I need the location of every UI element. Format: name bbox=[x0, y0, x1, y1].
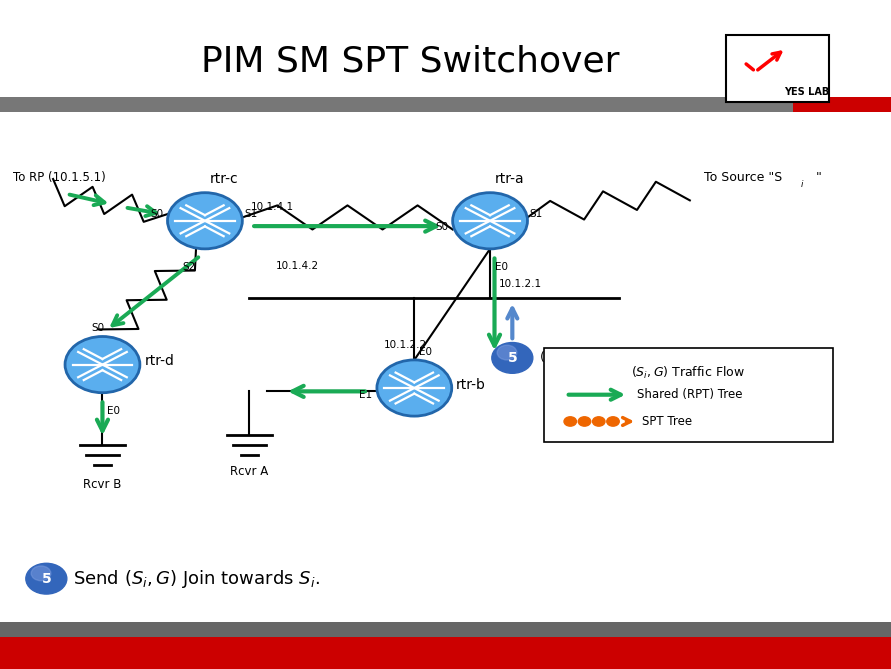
Text: 5: 5 bbox=[42, 572, 51, 585]
Circle shape bbox=[564, 417, 576, 426]
Text: 5: 5 bbox=[508, 351, 517, 365]
Text: YES LAB: YES LAB bbox=[784, 87, 829, 96]
Text: Send $(S_i,G)$ Join towards $S_i$.: Send $(S_i,G)$ Join towards $S_i$. bbox=[73, 568, 320, 589]
Text: 10.1.2.2: 10.1.2.2 bbox=[384, 340, 427, 350]
Text: E0: E0 bbox=[107, 406, 120, 416]
Bar bbox=[0, 97, 891, 112]
Text: 10.1.2.1: 10.1.2.1 bbox=[499, 279, 542, 289]
Text: S2: S2 bbox=[183, 262, 196, 272]
Circle shape bbox=[492, 343, 533, 373]
Text: Rcvr A: Rcvr A bbox=[231, 465, 268, 478]
Circle shape bbox=[497, 345, 517, 360]
Circle shape bbox=[377, 360, 452, 416]
Bar bbox=[793, 97, 891, 112]
Text: To RP (10.1.5.1): To RP (10.1.5.1) bbox=[13, 171, 106, 184]
Text: PIM SM SPT Switchover: PIM SM SPT Switchover bbox=[200, 45, 619, 78]
Text: ": " bbox=[815, 171, 822, 184]
Text: $_i$: $_i$ bbox=[800, 176, 805, 189]
Text: S0: S0 bbox=[150, 209, 163, 219]
Circle shape bbox=[65, 337, 140, 393]
Circle shape bbox=[26, 563, 67, 594]
Text: $(S_i,G)$ Join: $(S_i,G)$ Join bbox=[539, 349, 603, 367]
Text: SPT Tree: SPT Tree bbox=[642, 415, 691, 428]
Circle shape bbox=[607, 417, 619, 426]
Text: 10.1.4.2: 10.1.4.2 bbox=[276, 261, 319, 271]
Text: Shared (RPT) Tree: Shared (RPT) Tree bbox=[637, 388, 742, 401]
Circle shape bbox=[168, 193, 242, 249]
Text: E1: E1 bbox=[359, 390, 372, 399]
Text: rtr-b: rtr-b bbox=[456, 378, 486, 391]
Text: E0: E0 bbox=[495, 262, 508, 272]
Text: rtr-a: rtr-a bbox=[495, 172, 524, 186]
Text: S0: S0 bbox=[92, 323, 104, 333]
FancyBboxPatch shape bbox=[544, 348, 833, 442]
Bar bbox=[0, 0, 891, 97]
Circle shape bbox=[31, 566, 51, 581]
Text: S1: S1 bbox=[529, 209, 543, 219]
Bar bbox=[726, 35, 829, 102]
Text: To Source "S: To Source "S bbox=[704, 171, 782, 184]
Circle shape bbox=[578, 417, 591, 426]
Text: $(S_i, G)$ Traffic Flow: $(S_i, G)$ Traffic Flow bbox=[631, 365, 746, 381]
Circle shape bbox=[453, 193, 527, 249]
Bar bbox=[0, 622, 891, 637]
Text: E0: E0 bbox=[419, 347, 432, 357]
Bar bbox=[0, 637, 891, 669]
Circle shape bbox=[593, 417, 605, 426]
Text: Rcvr B: Rcvr B bbox=[83, 478, 122, 491]
Text: rtr-c: rtr-c bbox=[209, 172, 238, 186]
Text: S0: S0 bbox=[435, 223, 448, 232]
Text: rtr-d: rtr-d bbox=[144, 355, 175, 368]
Text: 10.1.4.1: 10.1.4.1 bbox=[251, 203, 294, 212]
Text: S1: S1 bbox=[244, 209, 257, 219]
